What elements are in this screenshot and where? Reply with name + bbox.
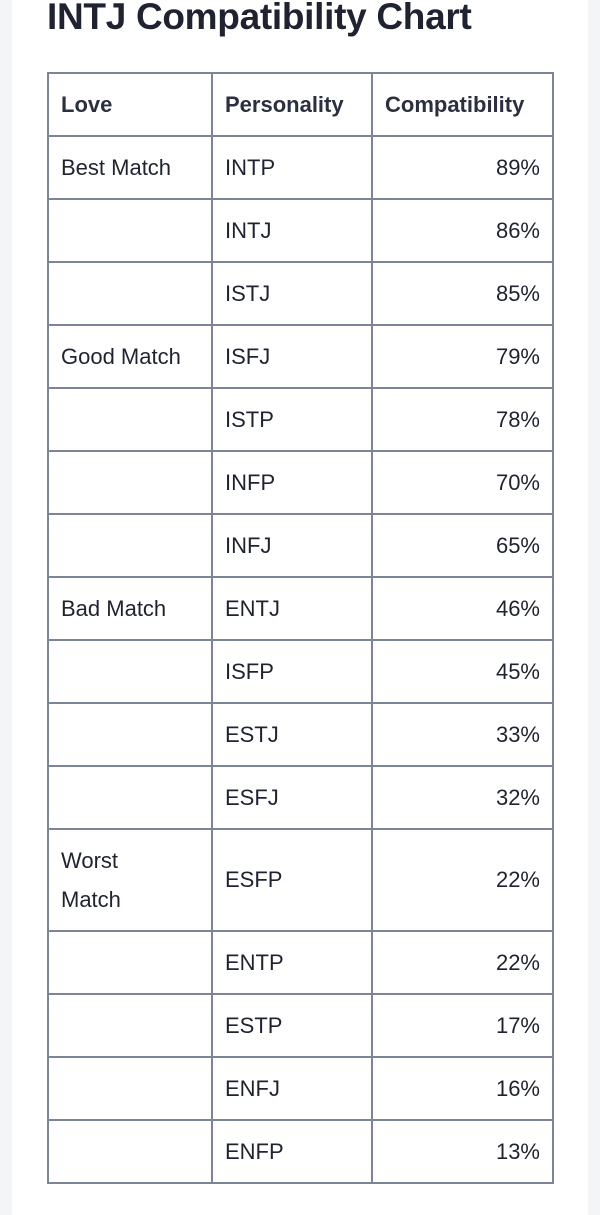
love-cell <box>47 702 213 767</box>
table-row: ISTJ 85% <box>47 261 554 326</box>
table-row: ESTP 17% <box>47 993 554 1058</box>
personality-cell: ENTP <box>211 930 373 995</box>
compatibility-cell: 32% <box>371 765 554 830</box>
love-cell <box>47 387 213 452</box>
header-personality: Personality <box>211 72 373 137</box>
compatibility-cell: 45% <box>371 639 554 704</box>
compatibility-cell: 22% <box>371 930 554 995</box>
love-cell <box>47 930 213 995</box>
personality-cell: ESTJ <box>211 702 373 767</box>
table-row: Bad Match ENTJ 46% <box>47 576 554 641</box>
love-cell <box>47 261 213 326</box>
personality-cell: ESFJ <box>211 765 373 830</box>
personality-cell: ISFJ <box>211 324 373 389</box>
page-title: INTJ Compatibility Chart <box>47 0 472 37</box>
table-row: ENFP 13% <box>47 1119 554 1184</box>
love-cell <box>47 1056 213 1121</box>
table-row: ISFP 45% <box>47 639 554 704</box>
love-cell <box>47 513 213 578</box>
personality-cell: ISTP <box>211 387 373 452</box>
compatibility-cell: 79% <box>371 324 554 389</box>
table-row: ESTJ 33% <box>47 702 554 767</box>
compatibility-cell: 33% <box>371 702 554 767</box>
love-cell: Good Match <box>47 324 213 389</box>
table-row: ENFJ 16% <box>47 1056 554 1121</box>
compatibility-table: Love Personality Compatibility Best Matc… <box>47 72 554 1184</box>
table-row: ISTP 78% <box>47 387 554 452</box>
table-row: Good Match ISFJ 79% <box>47 324 554 389</box>
love-cell <box>47 993 213 1058</box>
table-row: INTJ 86% <box>47 198 554 263</box>
table-row: INFJ 65% <box>47 513 554 578</box>
personality-cell: ESFP <box>211 828 373 932</box>
love-cell <box>47 198 213 263</box>
love-cell: Best Match <box>47 135 213 200</box>
personality-cell: ISTJ <box>211 261 373 326</box>
love-cell: Worst Match <box>47 828 213 932</box>
compatibility-cell: 85% <box>371 261 554 326</box>
table-row: INFP 70% <box>47 450 554 515</box>
compatibility-cell: 22% <box>371 828 554 932</box>
compatibility-cell: 13% <box>371 1119 554 1184</box>
table-row: Worst Match ESFP 22% <box>47 828 554 932</box>
compatibility-cell: 86% <box>371 198 554 263</box>
table-row: ESFJ 32% <box>47 765 554 830</box>
love-cell <box>47 450 213 515</box>
compatibility-cell: 46% <box>371 576 554 641</box>
personality-cell: INTP <box>211 135 373 200</box>
page-content: INTJ Compatibility Chart Love Personalit… <box>12 0 588 1215</box>
personality-cell: ISFP <box>211 639 373 704</box>
personality-cell: ENFP <box>211 1119 373 1184</box>
table-row: ENTP 22% <box>47 930 554 995</box>
personality-cell: INFJ <box>211 513 373 578</box>
compatibility-cell: 65% <box>371 513 554 578</box>
love-cell: Bad Match <box>47 576 213 641</box>
personality-cell: ENTJ <box>211 576 373 641</box>
header-compatibility: Compatibility <box>371 72 554 137</box>
personality-cell: ESTP <box>211 993 373 1058</box>
compatibility-cell: 70% <box>371 450 554 515</box>
love-cell <box>47 765 213 830</box>
personality-cell: INFP <box>211 450 373 515</box>
compatibility-cell: 78% <box>371 387 554 452</box>
compatibility-cell: 17% <box>371 993 554 1058</box>
personality-cell: ENFJ <box>211 1056 373 1121</box>
love-cell <box>47 1119 213 1184</box>
love-cell <box>47 639 213 704</box>
table-header-row: Love Personality Compatibility <box>47 72 554 137</box>
header-love: Love <box>47 72 213 137</box>
personality-cell: INTJ <box>211 198 373 263</box>
table-row: Best Match INTP 89% <box>47 135 554 200</box>
compatibility-cell: 89% <box>371 135 554 200</box>
compatibility-cell: 16% <box>371 1056 554 1121</box>
